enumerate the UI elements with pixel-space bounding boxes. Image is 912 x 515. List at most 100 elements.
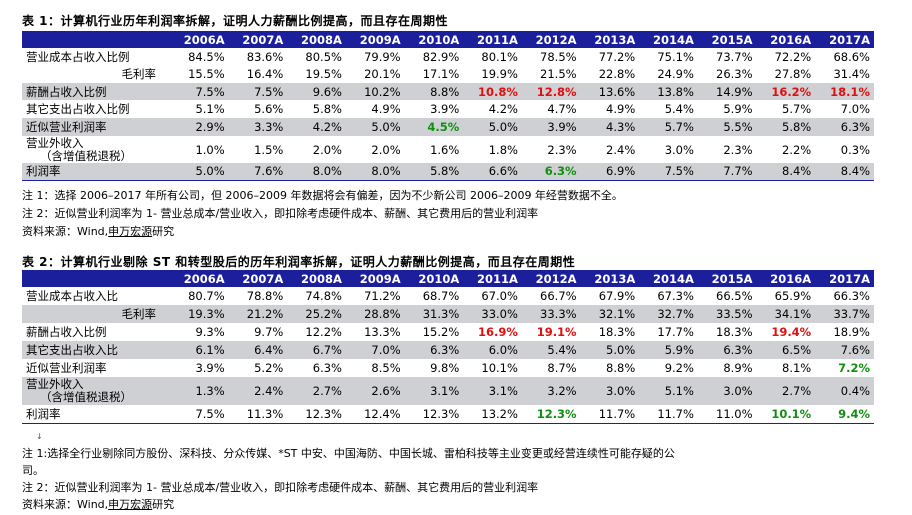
value-cell: 5.0% — [580, 341, 640, 359]
value-cell: 2.3% — [697, 136, 757, 163]
row-label-line1: 营业外收入 — [26, 136, 84, 150]
value-cell: 4.2% — [463, 100, 522, 118]
value-cell: 33.7% — [815, 305, 874, 323]
value-cell: 3.1% — [404, 377, 464, 405]
value-cell: 32.1% — [580, 305, 640, 323]
value-cell: 3.0% — [580, 377, 640, 405]
table2-note1-line1: 注 1:选择全行业剔除同方股份、深科技、分众传媒、*ST 中安、中国海防、中国长… — [22, 447, 675, 460]
value-cell: 2.7% — [756, 377, 816, 405]
value-cell: 0.3% — [815, 136, 874, 163]
value-cell: 9.8% — [404, 359, 464, 377]
value-cell: 3.9% — [170, 359, 229, 377]
value-cell: 6.7% — [287, 341, 346, 359]
value-cell: 12.8% — [521, 83, 581, 100]
value-cell: 6.4% — [228, 341, 288, 359]
year-header: 2009A — [345, 31, 405, 48]
value-cell: 7.5% — [170, 405, 229, 424]
value-cell: 22.8% — [580, 65, 640, 83]
value-cell: 12.3% — [404, 405, 464, 424]
value-cell: 13.3% — [345, 323, 405, 341]
source-prefix: 资料来源：Wind, — [22, 225, 109, 238]
value-cell: 8.8% — [404, 83, 464, 100]
value-cell: 74.8% — [287, 287, 346, 305]
value-cell: 21.5% — [521, 65, 581, 83]
value-cell: 5.1% — [639, 377, 698, 405]
value-cell: 10.8% — [463, 83, 522, 100]
table-header-row: 2006A 2007A 2008A 2009A 2010A 2011A 2012A 2013A… — [22, 270, 874, 287]
year-header: 2015A — [697, 270, 757, 287]
year-header: 2017A — [815, 31, 874, 48]
row-label: 近似营业利润率 — [22, 118, 170, 136]
value-cell: 5.8% — [756, 118, 816, 136]
value-cell: 2.2% — [756, 136, 816, 163]
value-cell: 1.5% — [228, 136, 288, 163]
year-header: 2007A — [228, 31, 288, 48]
value-cell: 5.4% — [639, 100, 698, 118]
value-cell: 4.7% — [521, 100, 581, 118]
row-label: 营业成本占收入比 — [22, 287, 170, 305]
row-label: 薪酬占收入比例 — [22, 83, 170, 100]
value-cell: 16.2% — [756, 83, 816, 100]
row-label-line2: （含增值税退税） — [40, 148, 132, 163]
table2-source: 资料来源：Wind,申万宏源研究 — [22, 496, 174, 512]
table1-note2: 注 2：近似营业利润率为 1- 营业总成本/营业收入，即扣除考虑硬件成本、薪酬、… — [22, 207, 539, 220]
value-cell: 1.6% — [404, 136, 464, 163]
value-cell: 33.5% — [697, 305, 757, 323]
value-cell: 66.3% — [815, 287, 874, 305]
value-cell: 78.8% — [228, 287, 288, 305]
value-cell: 80.7% — [170, 287, 229, 305]
value-cell: 66.5% — [697, 287, 757, 305]
value-cell: 10.1% — [463, 359, 522, 377]
value-cell: 18.3% — [580, 323, 640, 341]
year-header: 2008A — [287, 31, 346, 48]
year-header: 2012A — [521, 270, 581, 287]
row-label: 其它支出占收入比 — [22, 341, 170, 359]
value-cell: 6.6% — [463, 163, 522, 181]
value-cell: 68.6% — [815, 48, 874, 65]
year-header: 2011A — [463, 270, 522, 287]
value-cell: 6.9% — [580, 163, 640, 181]
row-label: 毛利率 — [22, 65, 170, 83]
value-cell: 16.9% — [463, 323, 522, 341]
value-cell: 18.1% — [815, 83, 874, 100]
value-cell: 8.1% — [756, 359, 816, 377]
header-corner — [22, 31, 170, 48]
header-corner — [22, 270, 170, 287]
value-cell: 2.3% — [521, 136, 581, 163]
table-row: 利润率 5.0% 7.6% 8.0% 8.0% 5.8% 6.6% 6.3% 6.9% 7.5% 7… — [22, 163, 874, 181]
value-cell: 6.3% — [815, 118, 874, 136]
value-cell: 19.4% — [756, 323, 816, 341]
year-header: 2014A — [639, 31, 698, 48]
table-row: 薪酬占收入比例 7.5% 7.5% 9.6% 10.2% 8.8% 10.8% 12.8% 13… — [22, 83, 874, 100]
value-cell: 2.4% — [580, 136, 640, 163]
value-cell: 33.3% — [521, 305, 581, 323]
value-cell: 2.4% — [228, 377, 288, 405]
value-cell: 3.2% — [521, 377, 581, 405]
table2: 2006A 2007A 2008A 2009A 2010A 2011A 2012A 2013A… — [22, 270, 874, 424]
table1-title: 表 1：计算机行业历年利润率拆解，证明人力薪酬比例提高，而且存在周期性 — [22, 14, 449, 28]
source-suffix: 研究 — [152, 225, 175, 238]
value-cell: 82.9% — [404, 48, 464, 65]
value-cell: 3.0% — [639, 136, 698, 163]
value-cell: 9.3% — [170, 323, 229, 341]
value-cell: 15.2% — [404, 323, 464, 341]
value-cell: 19.5% — [287, 65, 346, 83]
value-cell: 72.2% — [756, 48, 816, 65]
value-cell: 5.9% — [697, 100, 757, 118]
table-row: 近似营业利润率 3.9% 5.2% 6.3% 8.5% 9.8% 10.1% 8.7% 8.8%… — [22, 359, 874, 377]
value-cell: 28.8% — [345, 305, 405, 323]
value-cell: 12.3% — [521, 405, 581, 424]
value-cell: 9.4% — [815, 405, 874, 424]
table-row: 营业外收入 （含增值税退税） 1.3% 2.4% 2.7% 2.6% 3.1% 3.1% 3.2… — [22, 377, 874, 405]
value-cell: 83.6% — [228, 48, 288, 65]
value-cell: 5.0% — [463, 118, 522, 136]
table-row: 营业外收入 （含增值税退税） 1.0% 1.5% 2.0% 2.0% 1.6% 1.8% 2.3… — [22, 136, 874, 163]
value-cell: 2.7% — [287, 377, 346, 405]
value-cell: 14.9% — [697, 83, 757, 100]
value-cell: 7.5% — [228, 83, 288, 100]
row-label: 近似营业利润率 — [22, 359, 170, 377]
value-cell: 24.9% — [639, 65, 698, 83]
value-cell: 73.7% — [697, 48, 757, 65]
value-cell: 8.9% — [697, 359, 757, 377]
